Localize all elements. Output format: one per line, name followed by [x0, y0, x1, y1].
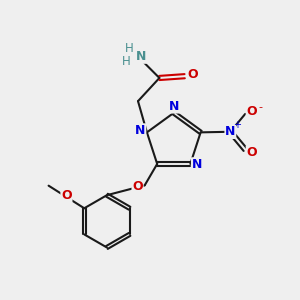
- Text: O: O: [246, 146, 257, 159]
- Text: O: O: [132, 180, 143, 193]
- Text: N: N: [192, 158, 202, 171]
- Text: -: -: [259, 102, 263, 112]
- Text: O: O: [188, 68, 198, 82]
- Text: O: O: [61, 189, 72, 202]
- Text: N: N: [169, 100, 180, 113]
- Text: N: N: [135, 124, 146, 137]
- Text: O: O: [246, 105, 257, 118]
- Text: H: H: [122, 55, 131, 68]
- Text: H: H: [124, 42, 133, 55]
- Text: N: N: [225, 125, 236, 138]
- Text: +: +: [233, 120, 241, 130]
- Text: N: N: [136, 50, 146, 63]
